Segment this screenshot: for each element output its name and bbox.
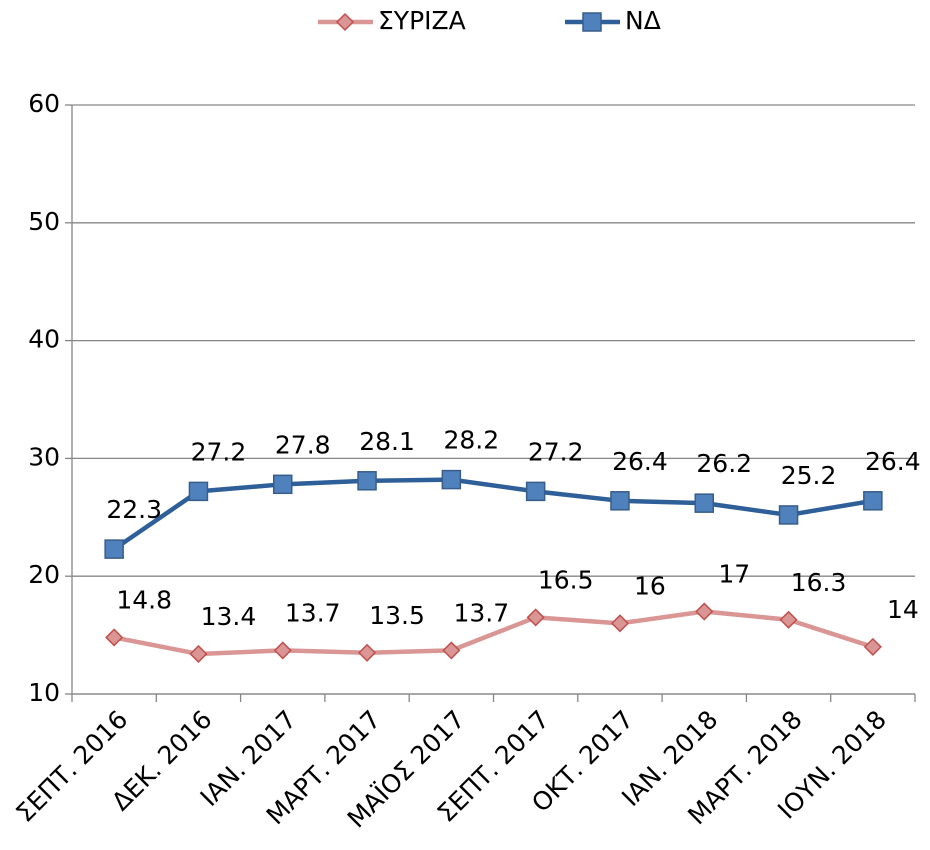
data-label: 14.8 — [116, 585, 172, 614]
point — [526, 608, 545, 627]
data-label: 13.4 — [201, 602, 257, 631]
series-line — [112, 477, 874, 551]
point — [863, 491, 883, 511]
point — [610, 491, 630, 511]
point — [863, 637, 882, 656]
point — [104, 539, 124, 559]
point — [695, 602, 714, 621]
point — [779, 610, 798, 629]
point — [694, 493, 714, 513]
data-label: 26.4 — [865, 447, 921, 476]
legend-label: ΣΥΡΙΖΑ — [378, 6, 466, 35]
point — [273, 474, 293, 495]
data-label: 16.3 — [791, 568, 847, 597]
data-label: 25.2 — [781, 461, 837, 490]
data-label: 22.3 — [106, 495, 162, 524]
y-tick-label: 50 — [28, 207, 60, 236]
y-tick-label: 40 — [28, 325, 60, 354]
point — [441, 469, 462, 490]
point — [105, 628, 124, 647]
legend-marker — [335, 12, 355, 32]
point — [273, 641, 292, 660]
data-label: 14 — [887, 595, 919, 624]
legend-marker — [582, 12, 602, 32]
data-label: 27.8 — [275, 430, 331, 459]
y-tick-label: 30 — [28, 442, 60, 471]
point — [188, 481, 209, 502]
data-label: 28.2 — [444, 426, 500, 455]
y-tick-label: 10 — [28, 678, 60, 707]
point — [357, 643, 377, 662]
legend-label: ΝΔ — [625, 6, 661, 35]
point — [525, 481, 546, 502]
series-line — [113, 609, 874, 657]
data-label: 16.5 — [538, 565, 594, 594]
data-label: 13.7 — [454, 598, 510, 627]
x-tick-label: ΣΕΠΤ. 2016 — [10, 705, 133, 828]
data-label: 28.1 — [359, 427, 415, 456]
point — [442, 641, 461, 660]
data-label: 27.2 — [528, 437, 584, 466]
y-tick-label: 60 — [28, 89, 60, 118]
data-label: 17 — [718, 560, 750, 589]
point — [357, 471, 377, 491]
data-label: 13.7 — [285, 598, 341, 627]
point — [778, 505, 799, 525]
data-label: 26.2 — [696, 449, 752, 478]
data-label: 13.5 — [369, 601, 425, 630]
data-label: 16 — [634, 571, 666, 600]
data-label: 26.4 — [612, 447, 668, 476]
point — [189, 644, 208, 664]
point — [610, 614, 630, 633]
y-tick-label: 20 — [28, 560, 60, 589]
data-label: 27.2 — [191, 437, 247, 466]
